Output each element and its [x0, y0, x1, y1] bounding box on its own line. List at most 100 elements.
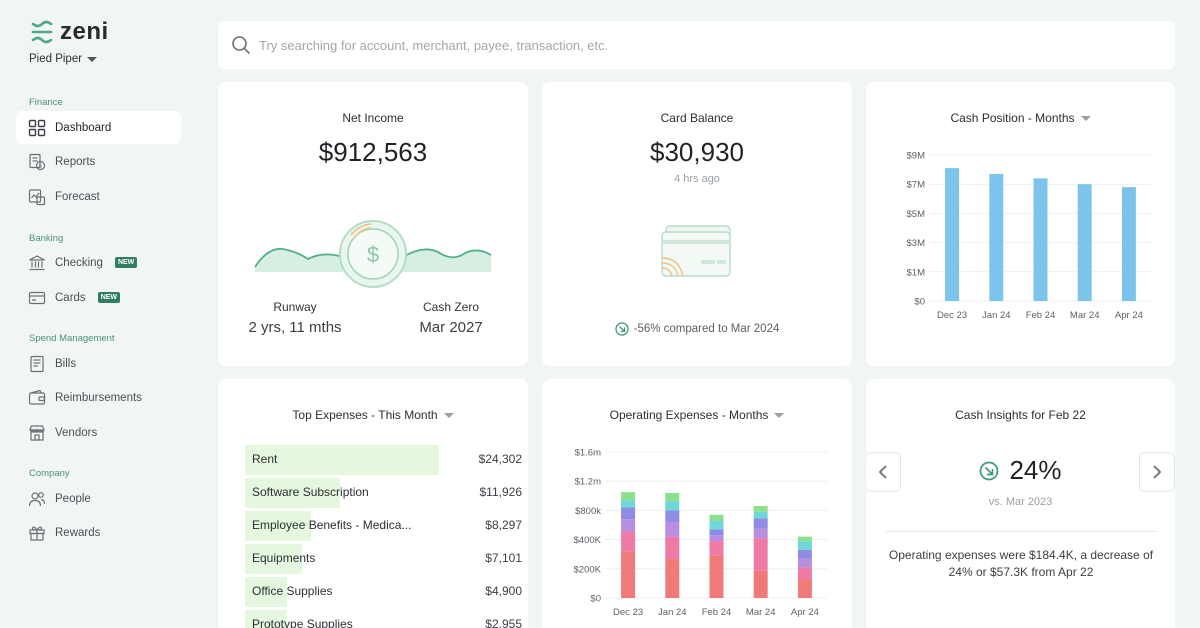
- chevron-down-icon: [87, 56, 98, 62]
- expense-amount: $24,302: [478, 452, 522, 466]
- sidebar-item-rewards[interactable]: Rewards: [16, 516, 181, 549]
- arrow-down-circle-icon: [980, 461, 999, 480]
- people-icon: [28, 491, 46, 506]
- store-icon: [29, 424, 45, 441]
- y-tick-label: $7M: [907, 180, 926, 191]
- expense-row[interactable]: Employee Benefits - Medica... $8,297: [245, 511, 522, 541]
- company-selector[interactable]: Pied Piper: [29, 53, 98, 65]
- expense-amount: $8,297: [485, 518, 522, 532]
- y-tick-label: $200K: [574, 564, 602, 575]
- opex-bar-segment: [621, 500, 636, 508]
- card-balance-card: Card Balance $30,930 4 hrs ago -56% comp…: [542, 82, 852, 366]
- x-tick-label: Apr 24: [791, 607, 819, 618]
- opex-bar-segment: [753, 538, 768, 571]
- net-income-value: $912,563: [318, 137, 428, 167]
- wallet-icon: [28, 389, 46, 405]
- next-button[interactable]: [1139, 452, 1175, 492]
- sidebar-item-checking[interactable]: Checking NEW: [16, 246, 181, 279]
- cash-zero-label: Cash Zero: [422, 300, 480, 314]
- sidebar-item-label: Dashboard: [55, 121, 112, 134]
- opex-bar-segment: [797, 549, 812, 559]
- opex-bar-segment: [753, 506, 768, 512]
- opex-bar-segment: [709, 555, 724, 598]
- y-tick-label: $1M: [907, 267, 926, 278]
- y-tick-label: $1.6m: [575, 448, 601, 459]
- zeni-logo-icon: [31, 20, 53, 44]
- opex-bar-segment: [797, 579, 812, 598]
- sidebar-item-forecast[interactable]: Forecast: [16, 180, 181, 213]
- search-bar[interactable]: [218, 21, 1175, 69]
- compare-text: -56% compared to Mar 2024: [633, 323, 780, 335]
- opex-bar-segment: [665, 492, 680, 501]
- nav-section-finance: Finance: [29, 97, 63, 108]
- sidebar-item-label: Bills: [55, 357, 77, 370]
- insight-description: Operating expenses were $184.4K, a decre…: [888, 548, 1154, 579]
- sidebar-item-cards[interactable]: Cards NEW: [16, 281, 181, 314]
- bank-icon: [29, 254, 45, 270]
- sidebar-item-bills[interactable]: Bills: [16, 347, 181, 380]
- sidebar-item-dashboard[interactable]: Dashboard: [16, 111, 181, 144]
- x-tick-label: Mar 24: [1070, 310, 1100, 321]
- operating-expenses-card: Operating Expenses - Months $0 $200K $400K…: [542, 379, 852, 628]
- x-tick-label: Jan 24: [658, 607, 687, 618]
- opex-bar-segment: [665, 500, 680, 511]
- expense-bar: [245, 610, 287, 628]
- expense-row[interactable]: Software Subscription $11,926: [245, 478, 522, 508]
- dashboard-icon: [28, 119, 46, 136]
- updated-time: 4 hrs ago: [674, 173, 720, 185]
- nav-section-banking: Banking: [29, 233, 64, 244]
- x-tick-label: Dec 23: [937, 310, 967, 321]
- expense-row[interactable]: Office Supplies $4,900: [245, 577, 522, 607]
- opex-bar-segment: [797, 536, 812, 542]
- sidebar-item-label: Vendors: [55, 426, 98, 439]
- card-title: Net Income: [342, 111, 404, 125]
- sidebar-item-reports[interactable]: $ Reports: [16, 145, 181, 178]
- y-tick-label: $9M: [907, 151, 926, 162]
- sidebar-item-vendors[interactable]: Vendors: [16, 416, 181, 449]
- cash-insights-card: Cash Insights for Feb 22 24% vs. Mar 202…: [866, 379, 1175, 628]
- expense-bar: [245, 511, 312, 541]
- top-expenses-dropdown[interactable]: Top Expenses - This Month: [218, 408, 528, 422]
- insight-compare: vs. Mar 2023: [988, 496, 1053, 508]
- expense-row[interactable]: Equipments $7,101: [245, 544, 522, 574]
- operating-expenses-dropdown[interactable]: Operating Expenses - Months: [542, 408, 852, 422]
- opex-bar-segment: [709, 541, 724, 556]
- cash-position-chart: $0 $1M $3M $5M $7M $9M Dec 23 Jan 24 Feb 24 Mar 2…: [907, 151, 1151, 321]
- opex-bar-segment: [709, 529, 724, 536]
- cash-bar: [1077, 184, 1092, 301]
- x-tick-label: Feb 24: [1026, 310, 1056, 321]
- sidebar: zeni Pied Piper Finance Dashboard $ Repo…: [0, 0, 200, 628]
- cash-bar: [1033, 178, 1048, 301]
- sidebar-item-reimbursements[interactable]: Reimbursements: [16, 381, 181, 414]
- chevron-left-icon: [878, 465, 887, 479]
- cash-position-dropdown[interactable]: Cash Position - Months: [866, 111, 1175, 125]
- opex-bar-segment: [665, 522, 680, 537]
- opex-bar-segment: [621, 551, 636, 598]
- expense-name: Equipments: [252, 551, 316, 565]
- expense-name: Office Supplies: [252, 584, 333, 598]
- logo[interactable]: zeni: [30, 18, 109, 46]
- opex-bar-segment: [709, 520, 724, 530]
- card-title: Top Expenses - This Month: [292, 408, 438, 422]
- new-badge: NEW: [97, 292, 121, 303]
- chevron-down-icon: [443, 412, 454, 418]
- chevron-down-icon: [1080, 115, 1091, 121]
- expense-amount: $11,926: [479, 485, 523, 499]
- company-name: Pied Piper: [29, 53, 83, 65]
- expense-row[interactable]: Prototype Supplies $2,955: [245, 610, 522, 628]
- opex-bar-segment: [665, 536, 680, 559]
- expense-row[interactable]: Rent $24,302: [245, 445, 522, 475]
- search-input[interactable]: [259, 37, 1139, 53]
- x-tick-label: Jan 24: [982, 310, 1011, 321]
- svg-text:$: $: [367, 242, 379, 267]
- search-icon: [232, 36, 250, 54]
- y-tick-label: $0: [914, 297, 925, 308]
- sidebar-item-people[interactable]: People: [16, 482, 181, 515]
- previous-button[interactable]: [866, 452, 901, 492]
- opex-bar-segment: [709, 514, 724, 521]
- expense-bar: [245, 445, 439, 475]
- opex-bar-segment: [797, 567, 812, 580]
- expense-name: Software Subscription: [252, 485, 369, 499]
- x-tick-label: Apr 24: [1115, 310, 1143, 321]
- expense-bar: [245, 478, 341, 508]
